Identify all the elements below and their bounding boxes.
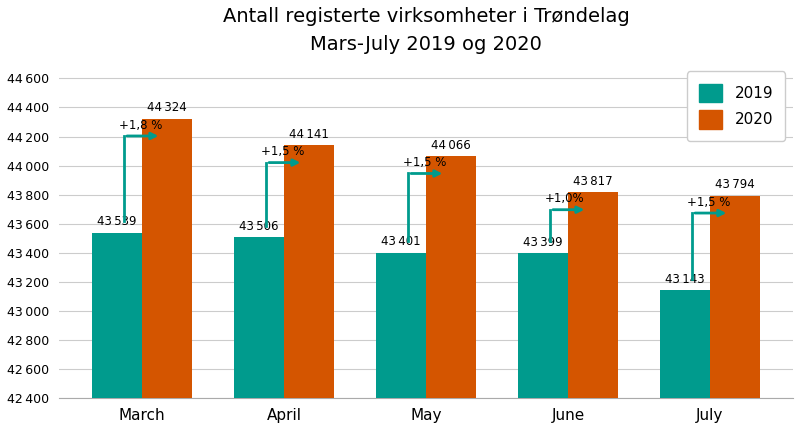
Text: 44 066: 44 066 bbox=[431, 139, 470, 152]
Bar bbox=[710, 196, 760, 430]
Text: 43 143: 43 143 bbox=[666, 273, 705, 286]
Text: 43 539: 43 539 bbox=[98, 215, 137, 228]
Bar bbox=[92, 233, 142, 430]
Text: 44 324: 44 324 bbox=[147, 101, 186, 114]
Bar bbox=[284, 145, 334, 430]
Title: Antall registerte virksomheter i Trøndelag
Mars-July 2019 og 2020: Antall registerte virksomheter i Trøndel… bbox=[222, 7, 630, 54]
Text: 43 506: 43 506 bbox=[239, 220, 279, 233]
Text: 44 141: 44 141 bbox=[289, 128, 329, 141]
Text: +1,5 %: +1,5 % bbox=[261, 145, 304, 158]
Text: 43 794: 43 794 bbox=[715, 178, 754, 191]
Text: 43 399: 43 399 bbox=[523, 236, 563, 249]
Bar bbox=[426, 156, 476, 430]
Text: +1,5 %: +1,5 % bbox=[686, 196, 730, 209]
Bar bbox=[568, 192, 618, 430]
Bar bbox=[234, 237, 284, 430]
Text: +1,8 %: +1,8 % bbox=[118, 119, 162, 132]
Bar bbox=[660, 290, 710, 430]
Text: +1,5 %: +1,5 % bbox=[402, 156, 446, 169]
Text: 43 817: 43 817 bbox=[573, 175, 613, 188]
Bar bbox=[376, 253, 426, 430]
Text: 43 401: 43 401 bbox=[382, 235, 421, 249]
Bar bbox=[142, 119, 192, 430]
Bar bbox=[518, 253, 568, 430]
Legend: 2019, 2020: 2019, 2020 bbox=[687, 71, 786, 141]
Text: +1,0%: +1,0% bbox=[545, 192, 584, 206]
